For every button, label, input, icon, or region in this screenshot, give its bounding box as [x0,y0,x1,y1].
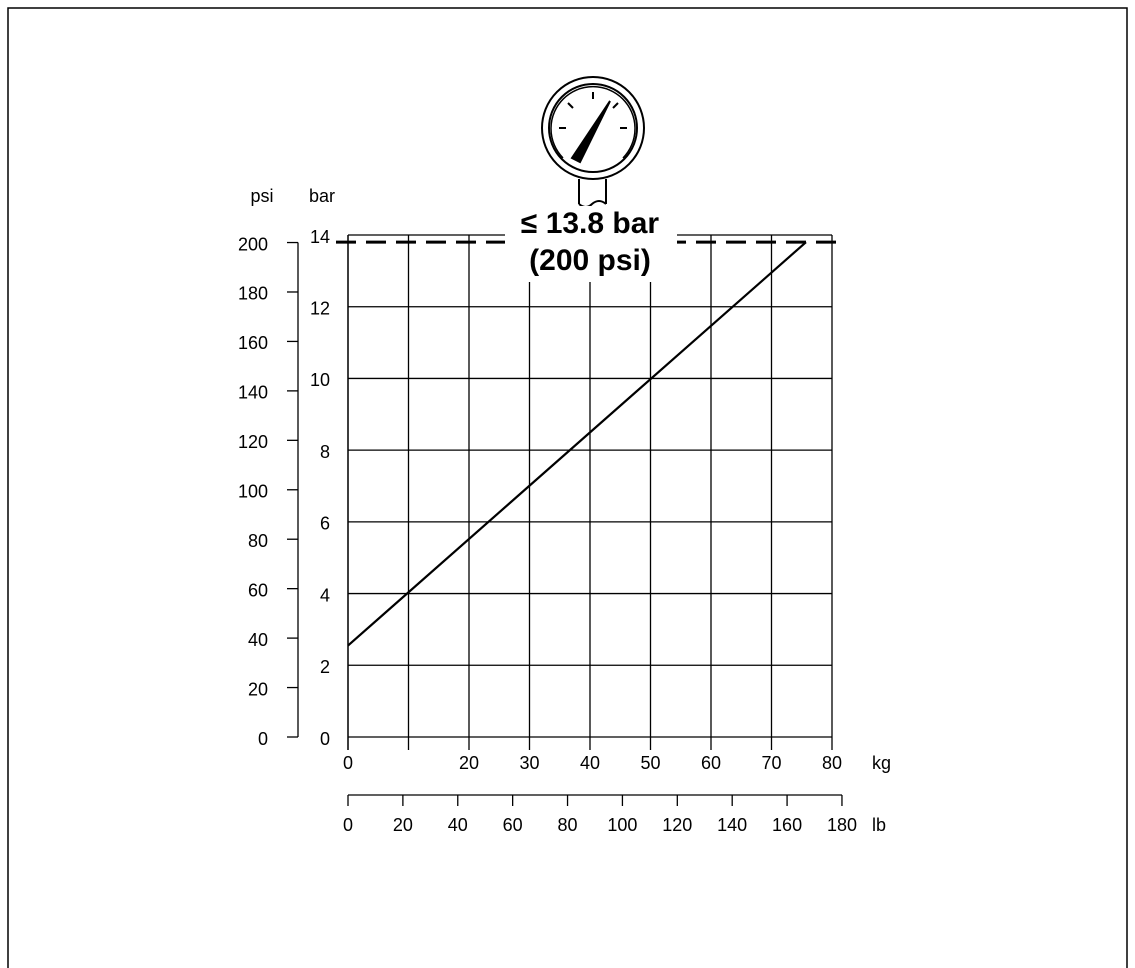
y-tick-label: 0 [320,729,330,749]
y2-tick-label: 60 [248,580,268,600]
y2-tick-label: 180 [238,284,268,304]
y-tick-label: 12 [310,298,330,318]
x2-axis-label: lb [872,815,886,835]
y2-tick-label: 200 [238,234,268,254]
x-tick-label: 50 [640,753,660,773]
y2-tick-label: 160 [238,333,268,353]
y-tick-label: 6 [320,514,330,534]
x2-tick-label: 40 [448,815,468,835]
x-tick-label: 80 [822,753,842,773]
x2-tick-label: 0 [343,815,353,835]
gauge-icon [542,77,644,207]
x2-tick-label: 120 [662,815,692,835]
page: 0 2 4 6 8 10 12 14 bar 0 20 40 60 80 100 120 140 160 180 20… [0,0,1135,968]
x-tick-label: 60 [701,753,721,773]
x2-tick-label: 180 [827,815,857,835]
y2-tick-label: 80 [248,531,268,551]
annotation: (200 psi) [529,244,651,277]
y2-tick-label: 40 [248,630,268,650]
x2-tick-label: 140 [717,815,747,835]
y2-tick-label: 120 [238,432,268,452]
y2-tick-label: 100 [238,482,268,502]
x-tick-label: 20 [459,753,479,773]
y-tick-label: 10 [310,370,330,390]
y-tick-label: 2 [320,657,330,677]
x2-tick-label: 60 [503,815,523,835]
x2-tick-label: 20 [393,815,413,835]
y-tick-label: 8 [320,442,330,462]
x2-tick-label: 160 [772,815,802,835]
x-tick-label: 0 [343,753,353,773]
x-axis-label: kg [872,753,891,773]
y2-tick-label: 140 [238,383,268,403]
x-tick-label: 70 [761,753,781,773]
y-axis-label: bar [309,186,335,206]
y2-axis-label: psi [250,186,273,206]
data-line [348,242,806,645]
x-tick-label: 30 [519,753,539,773]
x2-tick-label: 100 [607,815,637,835]
y-tick-label: 14 [310,227,330,247]
annotation: ≤ 13.8 bar [521,207,660,240]
y2-tick-label: 0 [258,729,268,749]
x-tick-label: 40 [580,753,600,773]
y2-tick-label: 20 [248,679,268,699]
x2-tick-label: 80 [558,815,578,835]
y-tick-label: 4 [320,585,330,605]
